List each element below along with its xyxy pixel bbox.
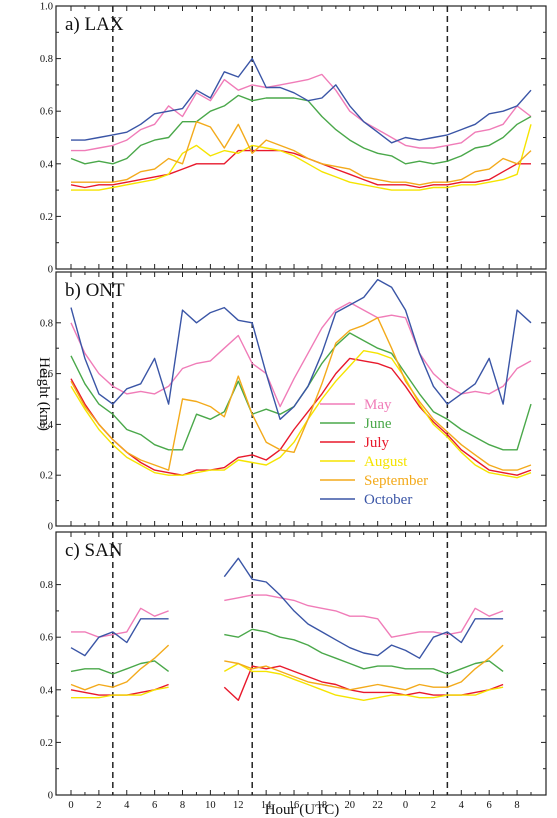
series-line-august <box>71 124 532 191</box>
x-tick-label: 0 <box>68 800 73 811</box>
x-tick-label: 6 <box>152 800 157 811</box>
y-tick-label: 0.4 <box>40 685 54 696</box>
x-tick-label: 18 <box>317 800 328 811</box>
legend-label: October <box>364 492 412 508</box>
x-tick-label: 4 <box>124 800 130 811</box>
x-tick-label: 6 <box>487 800 492 811</box>
legend-label: May <box>364 397 392 413</box>
series-line-september <box>70 317 532 471</box>
panel-frame <box>55 271 547 527</box>
x-tick-label: 20 <box>345 800 356 811</box>
x-tick-label: 8 <box>180 800 185 811</box>
y-axis-title: Height (km) <box>36 357 52 431</box>
legend-label: September <box>364 473 428 489</box>
x-tick-label: 2 <box>96 800 101 811</box>
y-tick-label: 0.8 <box>40 318 53 329</box>
legend: May June July August September October <box>320 397 428 508</box>
y-tick-label: 0.2 <box>40 212 53 223</box>
x-tick-label: 2 <box>431 800 436 811</box>
y-tick-label: 0.2 <box>40 471 53 482</box>
y-tick-label: 0.2 <box>40 738 53 749</box>
y-tick-label: 0.6 <box>40 369 53 380</box>
series-line-may <box>224 594 504 638</box>
series-line-october <box>70 278 532 420</box>
series-line-september <box>224 644 504 691</box>
x-tick-label: 4 <box>459 800 465 811</box>
y-tick-label: 0.4 <box>40 159 54 170</box>
y-tick-label: 0 <box>48 522 53 533</box>
x-tick-label: 0 <box>403 800 408 811</box>
legend-label: June <box>364 416 392 432</box>
series-line-october <box>71 57 532 144</box>
legend-label: August <box>364 454 408 470</box>
x-tick-label: 14 <box>261 800 272 811</box>
panel-frame <box>55 531 547 796</box>
series-line-may <box>71 607 169 638</box>
series-line-october <box>223 557 504 659</box>
x-axis-title: Hour (UTC) <box>265 802 340 818</box>
panel-label: c) SAN <box>65 540 123 561</box>
series-line-may <box>71 73 532 152</box>
panel-label: b) ONT <box>65 280 125 301</box>
series-line-june <box>70 660 170 675</box>
series-line-september <box>70 644 170 691</box>
series-line-august <box>223 662 504 701</box>
panel-0: 0 0.2 0.4 0.6 0.8 1.0 a) LAX <box>40 2 547 276</box>
series-line-july <box>70 357 532 476</box>
panel-label: a) LAX <box>65 14 124 35</box>
y-tick-label: 0 <box>48 791 53 802</box>
y-tick-label: 0.6 <box>40 633 53 644</box>
y-tick-label: 0.4 <box>40 420 54 431</box>
series-line-september <box>71 121 532 186</box>
y-tick-label: 0 <box>48 265 53 276</box>
series-line-june <box>70 94 532 165</box>
series-line-july <box>70 149 531 189</box>
panel-2: 0 0.2 0.4 0.6 0.8 c) SAN <box>40 531 547 802</box>
y-tick-label: 1.0 <box>40 2 53 13</box>
y-tick-label: 0.8 <box>40 580 53 591</box>
y-tick-label: 0.8 <box>40 54 53 65</box>
panel-1: 0 0.2 0.4 0.6 0.8 b) ONT <box>40 271 547 533</box>
x-tick-label: 10 <box>205 800 216 811</box>
series-line-may <box>70 301 532 408</box>
legend-label: July <box>364 435 390 451</box>
x-tick-label: 8 <box>514 800 519 811</box>
series-line-october <box>70 618 169 657</box>
x-tick-label: 12 <box>233 800 244 811</box>
series-line-august <box>70 350 532 479</box>
series-line-june <box>224 628 504 675</box>
y-tick-label: 0.6 <box>40 107 53 118</box>
x-tick-label: 22 <box>372 800 383 811</box>
x-tick-label: 16 <box>289 800 300 811</box>
series-line-august <box>71 686 169 699</box>
